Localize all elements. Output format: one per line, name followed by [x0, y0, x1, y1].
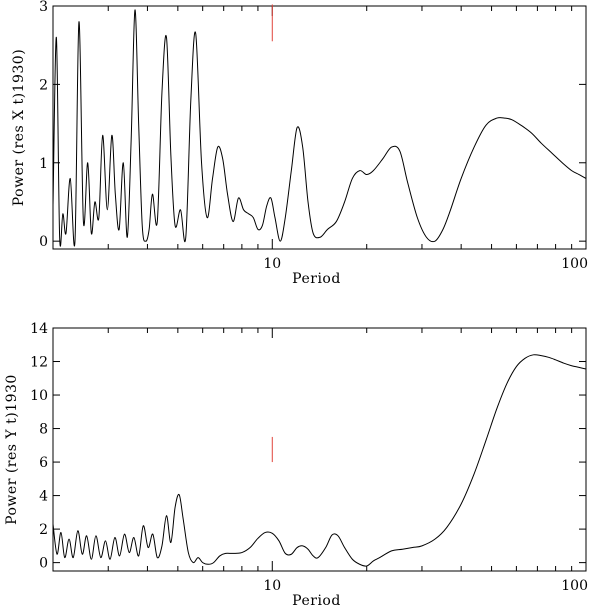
y-tick-label: 2	[39, 522, 48, 538]
top-chart: 0 1 2 3 10 100 Period Power (res X t)1930)	[11, 0, 588, 287]
y-tick-label: 14	[30, 321, 48, 337]
y-axis-title: Power (res Y t)1930	[4, 374, 20, 525]
plot-frame	[52, 5, 587, 250]
y-tick-label: 2	[39, 77, 48, 93]
y-tick-label: 4	[39, 489, 48, 505]
x-axis-title: Period	[292, 271, 341, 287]
bottom-chart: 0 2 4 6 8 10 12 14 10 100 Period Power (res Y t)193…	[4, 321, 588, 608]
y-tick-label: 10	[30, 388, 48, 404]
y-tick-label: 0	[39, 234, 48, 250]
plot-frame	[52, 327, 587, 572]
y-axis-title: Power (res X t)1930)	[11, 49, 27, 206]
y-tick-label: 8	[39, 422, 48, 438]
series-line	[53, 354, 586, 567]
x-tick-label: 10	[263, 578, 281, 594]
x-tick-label: 100	[561, 578, 588, 594]
y-tick-label: 12	[30, 355, 48, 371]
x-tick-label: 100	[561, 256, 588, 272]
y-tick-label: 3	[39, 0, 48, 15]
x-axis-title: Period	[292, 593, 341, 608]
series-line	[53, 9, 586, 247]
y-tick-label: 6	[39, 455, 48, 471]
x-tick-label: 10	[263, 256, 281, 272]
y-tick-label: 1	[39, 156, 48, 172]
y-tick-label: 0	[39, 556, 48, 572]
